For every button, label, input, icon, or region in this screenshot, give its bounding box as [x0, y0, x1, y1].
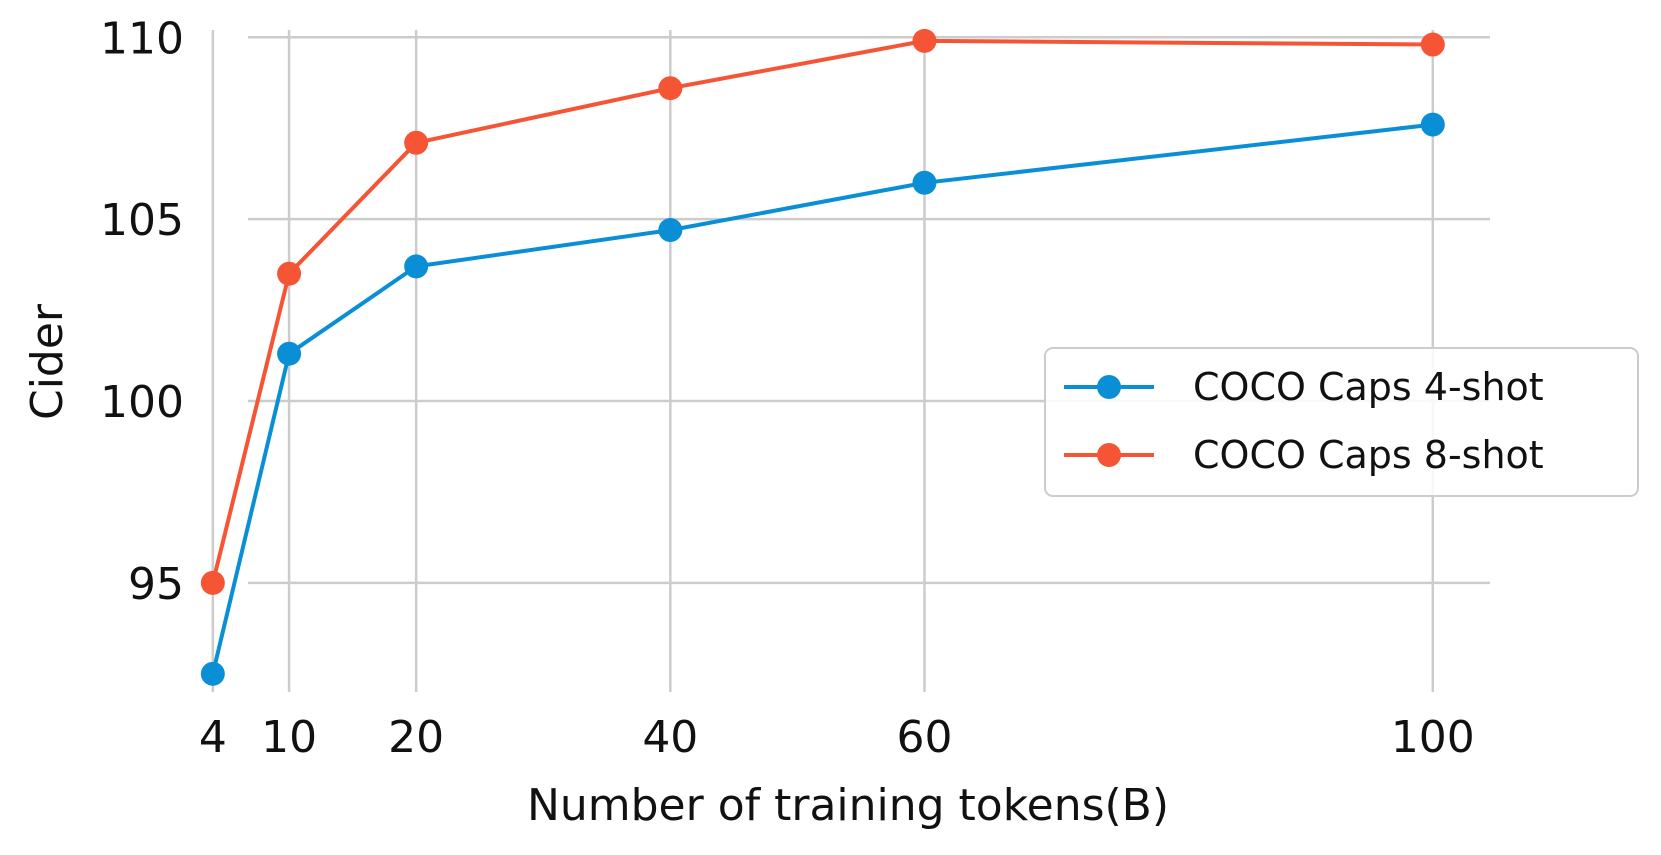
y-axis-ticks: 95 100 105 110	[100, 13, 184, 610]
legend-label-4-shot: COCO Caps 4-shot	[1193, 365, 1544, 409]
data-point-series-1	[277, 261, 302, 286]
x-tick-label: 20	[388, 712, 444, 763]
legend-marker-4-shot	[1097, 375, 1121, 399]
x-tick-label: 40	[642, 712, 698, 763]
data-point-series-1	[658, 76, 683, 101]
y-axis-label: Cider	[22, 303, 73, 420]
data-point-series-1	[912, 28, 937, 53]
data-point-series-0	[912, 170, 937, 195]
x-tick-label: 4	[199, 712, 227, 763]
x-axis-label: Number of training tokens(B)	[527, 780, 1169, 831]
data-point-series-1	[1420, 32, 1445, 57]
data-point-series-1	[404, 130, 429, 155]
series-line-0	[210, 122, 1434, 675]
y-tick-label: 95	[128, 559, 184, 610]
legend-marker-8-shot	[1097, 443, 1121, 467]
legend-entry-1: COCO Caps 8-shot	[1064, 433, 1544, 477]
x-tick-label: 100	[1391, 712, 1475, 763]
y-tick-label: 100	[100, 377, 184, 428]
data-point-series-0	[404, 254, 429, 279]
data-point-series-0	[658, 218, 683, 243]
legend-entry-0: COCO Caps 4-shot	[1064, 365, 1544, 409]
data-point-series-0	[1420, 112, 1445, 137]
x-axis-ticks: 4 10 20 40 60 100	[199, 712, 1475, 763]
y-tick-label: 110	[100, 13, 184, 64]
legend-frame	[1044, 347, 1639, 497]
x-tick-label: 60	[896, 712, 952, 763]
series-line-1	[210, 38, 1433, 584]
y-tick-label: 105	[100, 195, 184, 246]
x-tick-label: 10	[261, 712, 317, 763]
legend: COCO Caps 4-shot COCO Caps 8-shot	[1044, 347, 1639, 497]
data-point-series-1	[200, 570, 225, 595]
data-point-series-0	[200, 661, 225, 686]
legend-label-8-shot: COCO Caps 8-shot	[1193, 433, 1544, 477]
series-layer	[200, 28, 1445, 686]
data-point-series-0	[277, 341, 302, 366]
